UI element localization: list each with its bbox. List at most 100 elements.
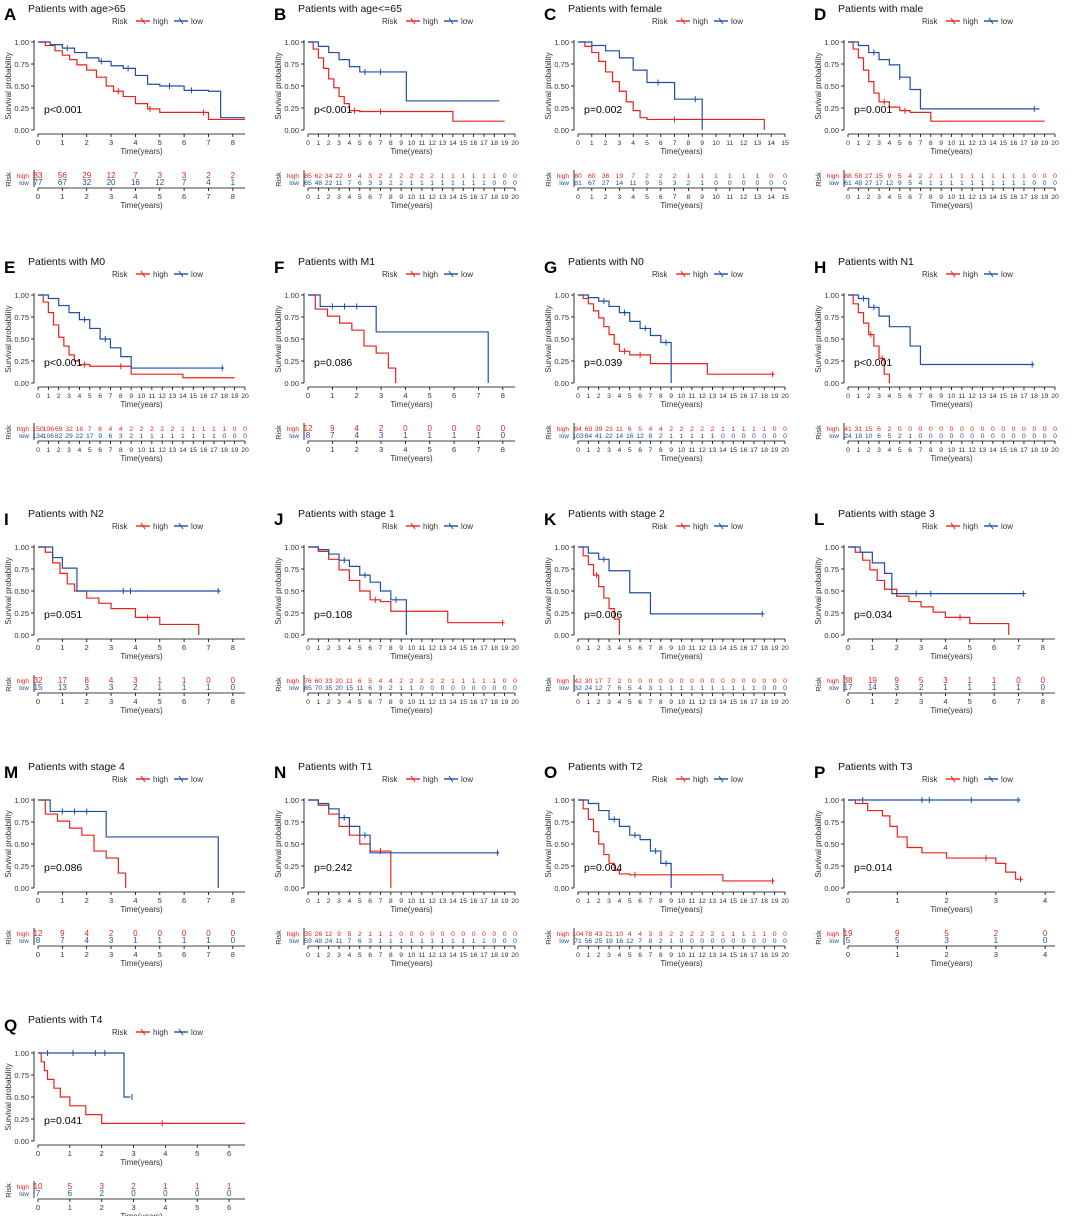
risk-count-high: 17 xyxy=(58,676,67,685)
risk-count-low: 0 xyxy=(680,938,684,945)
x-tick-label: 10 xyxy=(138,393,146,400)
risk-row-low-label: low xyxy=(559,433,569,440)
y-tick-label: 0.00 xyxy=(284,126,299,135)
x-tick-label: 20 xyxy=(1051,140,1059,147)
risk-x-tick-label: 1 xyxy=(60,950,64,959)
risk-count-low: 7 xyxy=(330,431,335,440)
risk-x-tick-label: 12 xyxy=(428,699,436,706)
risk-x-tick-label: 12 xyxy=(740,194,748,201)
y-tick-label: 1.00 xyxy=(284,291,299,300)
risk-x-tick-label: 8 xyxy=(501,445,505,454)
risk-count-low: 5 xyxy=(895,936,900,945)
risk-x-tick-label: 1 xyxy=(586,447,590,454)
risk-x-tick-label: 11 xyxy=(688,952,695,959)
x-tick-label: 11 xyxy=(958,140,965,147)
risk-count-high: 9 xyxy=(60,929,65,938)
p-value: p=0.039 xyxy=(584,357,622,369)
x-tick-label: 19 xyxy=(231,393,239,400)
km-curve-high xyxy=(308,799,392,888)
risk-x-tick-label: 8 xyxy=(389,699,393,706)
legend-title: Risk xyxy=(922,17,939,26)
risk-count-low: 24 xyxy=(844,433,852,440)
y-tick-label: 0.25 xyxy=(14,357,29,366)
x-tick-label: 17 xyxy=(210,393,218,400)
legend-title: Risk xyxy=(652,775,669,784)
legend-high-label: high xyxy=(693,270,708,279)
x-tick-label: 1 xyxy=(586,645,590,652)
x-tick-label: 14 xyxy=(719,645,727,652)
risk-count-high: 0 xyxy=(773,426,777,433)
risk-count-low: 0 xyxy=(1053,180,1057,187)
risk-x-axis-label: Time(years) xyxy=(930,959,973,968)
risk-count-low: 0 xyxy=(773,938,777,945)
x-axis-label: Time(years) xyxy=(930,652,973,661)
risk-row-low-label: low xyxy=(19,180,29,187)
risk-table-label: Risk xyxy=(274,425,283,440)
panel-letter: K xyxy=(544,510,557,529)
risk-count-high: 60 xyxy=(588,173,596,180)
risk-count-high: 1 xyxy=(222,426,226,433)
x-tick-label: 20 xyxy=(511,898,519,905)
x-tick-label: 3 xyxy=(919,643,923,652)
km-series-low xyxy=(848,294,1035,368)
risk-count-high: 3 xyxy=(368,173,372,180)
x-tick-label: 1 xyxy=(586,898,590,905)
y-tick-label: 0.75 xyxy=(824,818,839,827)
risk-count-high: 2 xyxy=(690,931,694,938)
risk-count-high: 0 xyxy=(452,424,457,433)
km-series-low xyxy=(578,546,765,617)
p-value: p=0.086 xyxy=(44,862,82,874)
risk-x-tick-label: 8 xyxy=(929,447,933,454)
axes: 0.00 0.25 0.50 0.75 1.00 0 1 2 3 4 5 6 7 8 Time(years)… xyxy=(814,543,1055,661)
risk-x-tick-label: 10 xyxy=(712,194,720,201)
risk-x-tick-label: 11 xyxy=(418,952,425,959)
risk-x-tick-label: 17 xyxy=(480,952,488,959)
x-tick-label: 7 xyxy=(919,393,923,400)
p-value: p=0.108 xyxy=(314,609,352,621)
risk-count-high: 5 xyxy=(919,676,924,685)
risk-count-low: 0 xyxy=(762,938,766,945)
risk-count-high: 0 xyxy=(783,931,787,938)
risk-count-low: 6 xyxy=(368,685,372,692)
risk-count-low: 7 xyxy=(60,936,65,945)
risk-count-low: 0 xyxy=(752,433,756,440)
risk-x-tick-label: 15 xyxy=(781,194,789,201)
x-tick-label: 7 xyxy=(649,898,653,905)
risk-count-low: 0 xyxy=(513,938,517,945)
km-series-low xyxy=(38,1050,133,1100)
risk-count-low: 0 xyxy=(441,685,445,692)
legend-high-label: high xyxy=(693,522,708,531)
risk-count-low: 0 xyxy=(163,1189,168,1198)
x-tick-label: 14 xyxy=(449,645,457,652)
risk-count-high: 2 xyxy=(618,678,622,685)
risk-table-label: Risk xyxy=(814,172,823,187)
legend-title: Risk xyxy=(382,775,399,784)
risk-count-low: 1 xyxy=(482,180,486,187)
risk-x-tick-label: 5 xyxy=(898,194,902,201)
x-tick-label: 3 xyxy=(379,391,383,400)
x-tick-label: 13 xyxy=(979,140,987,147)
risk-x-tick-label: 13 xyxy=(709,447,717,454)
x-tick-label: 8 xyxy=(389,645,393,652)
risk-x-tick-label: 11 xyxy=(958,194,965,201)
risk-count-high: 0 xyxy=(898,426,902,433)
risk-count-low: 2 xyxy=(919,683,924,692)
legend-high-label: high xyxy=(153,775,168,784)
risk-count-low: 0 xyxy=(131,1189,136,1198)
legend-low-label: low xyxy=(731,270,743,279)
risk-row-low-label: low xyxy=(829,938,839,945)
risk-table: Risk highlow41243118151066250201000000000… xyxy=(814,423,1059,463)
km-series-low xyxy=(848,41,1040,112)
risk-count-high: 106 xyxy=(43,426,55,433)
x-tick-label: 9 xyxy=(669,393,673,400)
risk-count-low: 48 xyxy=(315,938,323,945)
y-tick-label: 1.00 xyxy=(554,543,569,552)
risk-count-high: 2 xyxy=(379,424,384,433)
y-axis-label: Survival probability xyxy=(544,305,553,372)
panel-title: Patients with T1 xyxy=(298,761,373,773)
risk-x-tick-label: 15 xyxy=(459,952,467,959)
